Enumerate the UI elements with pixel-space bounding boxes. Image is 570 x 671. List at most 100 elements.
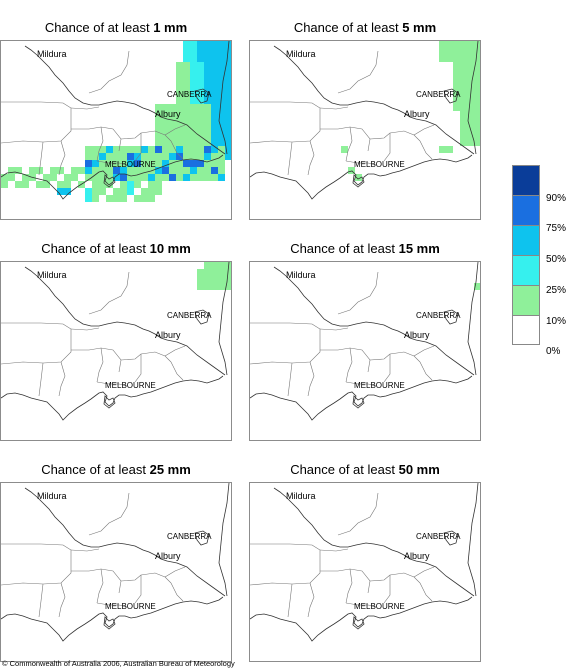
probability-cell	[92, 146, 99, 153]
probability-cell	[99, 153, 106, 160]
probability-cell	[176, 69, 183, 76]
probability-cell	[183, 83, 190, 90]
legend-swatch-25	[512, 255, 540, 285]
probability-cell	[446, 41, 453, 48]
probability-cell	[183, 41, 190, 48]
probability-cell	[211, 97, 218, 104]
probability-cell	[460, 104, 467, 111]
probability-cell	[148, 146, 155, 153]
probability-cell	[169, 118, 176, 125]
probability-cell	[190, 118, 197, 125]
probability-cell	[57, 167, 64, 174]
district-boundary	[134, 133, 142, 162]
probability-cell	[183, 69, 190, 76]
probability-cell	[176, 104, 183, 111]
probability-cell	[134, 181, 141, 188]
legend-label-50: 50%	[546, 254, 567, 265]
district-boundary	[345, 126, 353, 162]
probability-cell	[134, 160, 141, 167]
probability-cell	[197, 125, 204, 132]
probability-cell	[467, 76, 474, 83]
probability-cell	[169, 132, 176, 139]
probability-cell	[190, 83, 197, 90]
legend-swatch-75	[512, 195, 540, 225]
probability-cell	[467, 118, 474, 125]
probability-cell	[211, 125, 218, 132]
probability-cell	[218, 69, 225, 76]
place-label-melbourne: MELBOURNE	[354, 381, 405, 390]
panel-title-25mm: Chance of at least 25 mm	[0, 462, 232, 477]
panel-title-amount: 1 mm	[153, 20, 188, 35]
nsw-coast	[218, 41, 230, 155]
district-boundary	[164, 345, 186, 357]
probability-cell	[155, 153, 162, 160]
probability-cell	[176, 76, 183, 83]
map-panel-10mm: Mildura CANBERRA Albury MELBOURNE	[0, 261, 232, 441]
probability-cell	[162, 160, 169, 167]
probability-cell	[204, 62, 211, 69]
district-boundary	[170, 140, 184, 160]
probability-cell	[162, 167, 169, 174]
probability-cell	[467, 97, 474, 104]
probability-cell	[127, 153, 134, 160]
probability-cell	[211, 167, 218, 174]
probability-cell	[204, 76, 211, 83]
probability-cell	[190, 132, 197, 139]
coastline	[1, 154, 224, 200]
probability-cell	[204, 69, 211, 76]
probability-cell	[474, 125, 480, 132]
probability-cell	[127, 188, 134, 195]
probability-cell	[190, 62, 197, 69]
probability-cell	[8, 167, 15, 174]
district-boundary	[345, 160, 377, 166]
probability-cell	[127, 146, 134, 153]
place-label-melbourne: MELBOURNE	[354, 602, 405, 611]
nsw-coast	[467, 483, 479, 597]
victoria-map: Mildura CANBERRA Albury MELBOURNE	[1, 41, 231, 202]
probability-cell	[204, 111, 211, 118]
probability-cell	[225, 118, 231, 125]
district-boundary	[1, 543, 72, 586]
probability-cell	[183, 118, 190, 125]
probability-cell	[64, 188, 71, 195]
state-border	[24, 487, 226, 597]
probability-cell	[204, 41, 211, 48]
port-phillip-bay	[103, 395, 116, 409]
place-label-canberra: CANBERRA	[416, 90, 461, 99]
district-boundary	[287, 141, 293, 176]
legend-label-0: 0%	[546, 346, 561, 357]
probability-cell	[197, 62, 204, 69]
probability-cell	[183, 55, 190, 62]
probability-cell	[348, 167, 355, 174]
probability-cell	[141, 146, 148, 153]
probability-cell	[92, 160, 99, 167]
probability-cell	[127, 160, 134, 167]
probability-cell	[148, 188, 155, 195]
place-label-melbourne: MELBOURNE	[354, 160, 405, 169]
probability-cell	[439, 55, 446, 62]
probability-cell	[197, 174, 204, 181]
probability-cell	[148, 160, 155, 167]
probability-cell	[204, 153, 211, 160]
probability-cell	[120, 188, 127, 195]
probability-cell	[467, 55, 474, 62]
probability-cell	[460, 90, 467, 97]
probability-cell	[453, 41, 460, 48]
probability-cell	[211, 283, 218, 290]
probability-cell	[106, 174, 113, 181]
probability-cell	[204, 174, 211, 181]
probability-cell	[474, 118, 480, 125]
probability-cell	[204, 132, 211, 139]
probability-cell	[197, 132, 204, 139]
probability-cell	[204, 167, 211, 174]
probability-cell	[211, 132, 218, 139]
district-boundary	[319, 327, 349, 331]
nsw-coast	[218, 262, 230, 376]
probability-cell	[225, 132, 231, 139]
probability-cell	[162, 153, 169, 160]
act-border	[194, 530, 210, 546]
act-border	[443, 88, 459, 104]
district-boundary	[369, 130, 421, 142]
district-boundary	[38, 362, 44, 397]
probability-cell	[190, 90, 197, 97]
